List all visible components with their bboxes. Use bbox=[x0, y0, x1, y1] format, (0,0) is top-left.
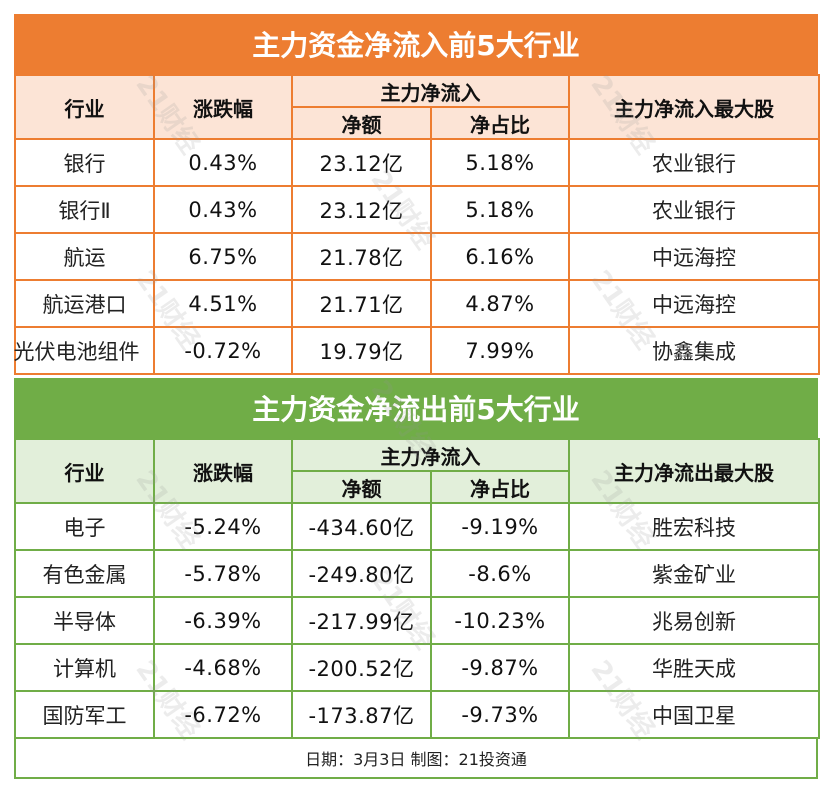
header-amount: 净额 bbox=[291, 470, 432, 504]
industry-cell: 有色金属 bbox=[14, 549, 155, 598]
table-row: 计算机 -4.68% -200.52亿 -9.87% 华胜天成 bbox=[14, 643, 820, 692]
change-cell: 0.43% bbox=[153, 185, 293, 234]
inflow-title: 主力资金净流入前5大行业 bbox=[14, 14, 818, 74]
change-cell: 4.51% bbox=[153, 279, 293, 328]
table-row: 航运 6.75% 21.78亿 6.16% 中远海控 bbox=[14, 232, 820, 281]
header-net-inflow-group: 主力净流入 bbox=[291, 74, 570, 108]
table-row: 光伏电池组件 -0.72% 19.79亿 7.99% 协鑫集成 bbox=[13, 326, 820, 375]
ratio-cell: 5.18% bbox=[430, 185, 570, 234]
top-stock-cell: 华胜天成 bbox=[568, 643, 820, 692]
table-row: 银行Ⅱ 0.43% 23.12亿 5.18% 农业银行 bbox=[14, 185, 820, 234]
industry-cell: 银行 bbox=[14, 138, 155, 187]
top-stock-cell: 兆易创新 bbox=[568, 596, 820, 645]
top-stock-cell: 农业银行 bbox=[568, 138, 820, 187]
header-net-inflow-group: 主力净流入 bbox=[291, 438, 570, 472]
change-cell: 0.43% bbox=[153, 138, 293, 187]
amount-cell: -434.60亿 bbox=[291, 502, 432, 551]
ratio-cell: 4.87% bbox=[430, 279, 570, 328]
industry-cell: 半导体 bbox=[14, 596, 155, 645]
outflow-header-row: 行业 涨跌幅 主力净流入 主力净流出最大股 bbox=[14, 438, 820, 504]
inflow-table: 行业 涨跌幅 主力净流入 主力净流入最大股 净额 净占比 银行 0.43% 23… bbox=[14, 74, 820, 375]
amount-cell: -173.87亿 bbox=[291, 690, 432, 739]
header-top-stock: 主力净流出最大股 bbox=[568, 438, 820, 504]
inflow-header-row: 行业 涨跌幅 主力净流入 主力净流入最大股 bbox=[14, 74, 820, 140]
header-ratio: 净占比 bbox=[430, 470, 570, 504]
industry-cell: 国防军工 bbox=[14, 690, 155, 739]
ratio-cell: -9.73% bbox=[430, 690, 570, 739]
change-cell: -5.78% bbox=[153, 549, 293, 598]
change-cell: -6.39% bbox=[153, 596, 293, 645]
header-top-stock: 主力净流入最大股 bbox=[568, 74, 820, 140]
top-stock-cell: 胜宏科技 bbox=[568, 502, 820, 551]
outflow-subheader-row: 净额 净占比 bbox=[15, 470, 819, 504]
industry-cell: 航运 bbox=[14, 232, 155, 281]
table-row: 国防军工 -6.72% -173.87亿 -9.73% 中国卫星 bbox=[14, 690, 820, 739]
ratio-cell: -9.19% bbox=[430, 502, 570, 551]
footer-caption: 日期：3月3日 制图：21投资通 bbox=[14, 739, 818, 779]
industry-cell: 银行Ⅱ bbox=[14, 185, 155, 234]
industry-cell: 计算机 bbox=[14, 643, 155, 692]
outflow-table: 行业 涨跌幅 主力净流入 主力净流出最大股 净额 净占比 电子 -5.24% -… bbox=[14, 438, 820, 739]
industry-cell: 航运港口 bbox=[14, 279, 155, 328]
table-row: 有色金属 -5.78% -249.80亿 -8.6% 紫金矿业 bbox=[14, 549, 820, 598]
header-amount: 净额 bbox=[291, 106, 432, 140]
table-row: 银行 0.43% 23.12亿 5.18% 农业银行 bbox=[14, 138, 820, 187]
top-stock-cell: 中国卫星 bbox=[568, 690, 820, 739]
table-row: 电子 -5.24% -434.60亿 -9.19% 胜宏科技 bbox=[14, 502, 820, 551]
amount-cell: -217.99亿 bbox=[291, 596, 432, 645]
header-ratio: 净占比 bbox=[430, 106, 570, 140]
amount-cell: 21.78亿 bbox=[291, 232, 432, 281]
amount-cell: 21.71亿 bbox=[291, 279, 432, 328]
inflow-subheader-row: 净额 净占比 bbox=[15, 106, 819, 140]
top-stock-cell: 协鑫集成 bbox=[568, 326, 820, 375]
change-cell: -5.24% bbox=[153, 502, 293, 551]
header-industry: 行业 bbox=[14, 438, 155, 504]
top-stock-cell: 中远海控 bbox=[568, 279, 820, 328]
industry-cell: 光伏电池组件 bbox=[13, 326, 155, 375]
header-industry: 行业 bbox=[14, 74, 155, 140]
amount-cell: -200.52亿 bbox=[291, 643, 432, 692]
outflow-title: 主力资金净流出前5大行业 bbox=[14, 378, 818, 438]
ratio-cell: 5.18% bbox=[430, 138, 570, 187]
ratio-cell: 6.16% bbox=[430, 232, 570, 281]
industry-cell: 电子 bbox=[14, 502, 155, 551]
change-cell: -4.68% bbox=[153, 643, 293, 692]
table-row: 半导体 -6.39% -217.99亿 -10.23% 兆易创新 bbox=[14, 596, 820, 645]
amount-cell: -249.80亿 bbox=[291, 549, 432, 598]
ratio-cell: 7.99% bbox=[430, 326, 570, 375]
amount-cell: 19.79亿 bbox=[291, 326, 432, 375]
fund-flow-report: 主力资金净流入前5大行业 行业 涨跌幅 主力净流入 主力净流入最大股 净额 净占… bbox=[14, 14, 820, 779]
ratio-cell: -8.6% bbox=[430, 549, 570, 598]
top-stock-cell: 农业银行 bbox=[568, 185, 820, 234]
industry-label: 光伏电池组件 bbox=[13, 339, 140, 364]
top-stock-cell: 中远海控 bbox=[568, 232, 820, 281]
change-cell: -6.72% bbox=[153, 690, 293, 739]
change-cell: 6.75% bbox=[153, 232, 293, 281]
header-change: 涨跌幅 bbox=[153, 74, 293, 140]
amount-cell: 23.12亿 bbox=[291, 185, 432, 234]
change-cell: -0.72% bbox=[153, 326, 293, 375]
ratio-cell: -10.23% bbox=[430, 596, 570, 645]
ratio-cell: -9.87% bbox=[430, 643, 570, 692]
top-stock-cell: 紫金矿业 bbox=[568, 549, 820, 598]
table-row: 航运港口 4.51% 21.71亿 4.87% 中远海控 bbox=[14, 279, 820, 328]
amount-cell: 23.12亿 bbox=[291, 138, 432, 187]
header-change: 涨跌幅 bbox=[153, 438, 293, 504]
